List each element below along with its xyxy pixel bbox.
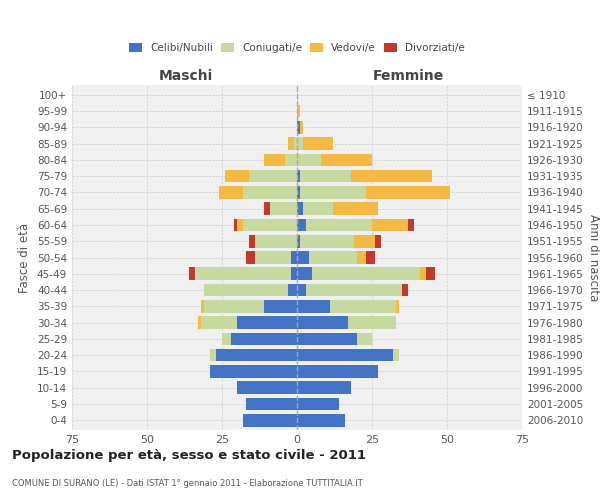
Bar — [288, 137, 294, 150]
Bar — [297, 398, 339, 410]
Bar — [321, 154, 372, 166]
Bar — [354, 235, 375, 248]
Bar — [237, 316, 297, 329]
Bar — [297, 137, 303, 150]
Bar — [297, 414, 345, 426]
Text: COMUNE DI SURANO (LE) - Dati ISTAT 1° gennaio 2011 - Elaborazione TUTTITALIA.IT: COMUNE DI SURANO (LE) - Dati ISTAT 1° ge… — [12, 478, 363, 488]
Bar — [297, 316, 348, 329]
Bar — [309, 251, 357, 264]
Bar — [291, 251, 297, 264]
Bar — [249, 235, 255, 248]
Bar — [357, 251, 366, 264]
Text: Femmine: Femmine — [373, 70, 443, 84]
Bar — [243, 218, 297, 232]
Bar — [297, 121, 300, 134]
Bar — [219, 186, 243, 199]
Bar — [297, 202, 303, 215]
Bar — [291, 268, 297, 280]
Bar — [270, 202, 297, 215]
Y-axis label: Fasce di età: Fasce di età — [19, 222, 31, 292]
Text: Maschi: Maschi — [159, 70, 213, 84]
Bar — [204, 300, 264, 312]
Bar — [348, 316, 396, 329]
Bar — [201, 300, 204, 312]
Bar — [303, 202, 333, 215]
Bar — [297, 268, 312, 280]
Bar — [288, 284, 297, 296]
Bar — [198, 316, 201, 329]
Bar — [285, 154, 297, 166]
Bar — [294, 137, 297, 150]
Bar — [204, 284, 288, 296]
Bar — [297, 382, 351, 394]
Legend: Celibi/Nubili, Coniugati/e, Vedovi/e, Divorziati/e: Celibi/Nubili, Coniugati/e, Vedovi/e, Di… — [125, 38, 469, 57]
Bar — [201, 316, 237, 329]
Bar — [306, 218, 372, 232]
Bar — [333, 202, 378, 215]
Bar — [300, 235, 354, 248]
Bar — [351, 170, 432, 182]
Bar — [357, 332, 372, 345]
Bar — [297, 218, 306, 232]
Bar — [312, 268, 420, 280]
Y-axis label: Anni di nascita: Anni di nascita — [587, 214, 600, 301]
Bar — [210, 349, 216, 362]
Bar — [243, 186, 297, 199]
Bar — [210, 365, 297, 378]
Bar — [297, 170, 300, 182]
Bar — [297, 349, 393, 362]
Bar — [306, 284, 402, 296]
Bar — [297, 300, 330, 312]
Bar — [297, 284, 306, 296]
Bar — [396, 300, 399, 312]
Bar — [297, 154, 321, 166]
Bar — [237, 382, 297, 394]
Bar — [366, 186, 450, 199]
Bar — [246, 398, 297, 410]
Bar — [246, 251, 255, 264]
Bar — [297, 251, 309, 264]
Bar — [216, 349, 297, 362]
Bar — [225, 170, 249, 182]
Bar — [303, 137, 333, 150]
Bar — [234, 218, 237, 232]
Bar — [402, 284, 408, 296]
Bar — [426, 268, 435, 280]
Bar — [264, 154, 285, 166]
Bar — [408, 218, 414, 232]
Bar — [297, 104, 300, 118]
Bar — [249, 170, 297, 182]
Bar — [264, 300, 297, 312]
Bar — [366, 251, 375, 264]
Bar — [297, 365, 378, 378]
Bar — [375, 235, 381, 248]
Bar — [297, 235, 300, 248]
Bar — [330, 300, 396, 312]
Bar — [393, 349, 399, 362]
Bar — [300, 186, 366, 199]
Bar — [300, 170, 351, 182]
Bar — [300, 121, 303, 134]
Bar — [297, 332, 357, 345]
Bar — [255, 235, 297, 248]
Bar — [297, 186, 300, 199]
Bar — [243, 414, 297, 426]
Text: Popolazione per età, sesso e stato civile - 2011: Popolazione per età, sesso e stato civil… — [12, 450, 366, 462]
Bar — [195, 268, 291, 280]
Bar — [189, 268, 195, 280]
Bar — [372, 218, 408, 232]
Bar — [222, 332, 231, 345]
Bar — [231, 332, 297, 345]
Bar — [264, 202, 270, 215]
Bar — [255, 251, 291, 264]
Bar — [237, 218, 243, 232]
Bar — [420, 268, 426, 280]
